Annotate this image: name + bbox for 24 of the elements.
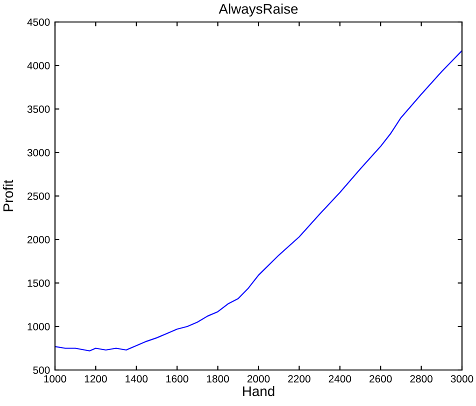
line-series [55, 50, 462, 352]
y-axis-title: Profit [2, 180, 14, 212]
y-tick-label: 3500 [27, 106, 50, 113]
y-tick-label: 4000 [27, 62, 50, 70]
y-tick-label: 500 [33, 366, 50, 374]
x-tick-label: 2600 [370, 375, 392, 383]
x-tick-label: 2400 [328, 375, 352, 383]
y-tick-label: 1000 [28, 323, 50, 330]
x-tick-label: 1000 [44, 375, 66, 383]
y-tick-label: 2000 [27, 236, 50, 244]
x-tick-label: 2800 [410, 375, 432, 383]
y-tick-label: 2500 [27, 192, 50, 200]
x-tick-label: 3000 [450, 375, 474, 383]
chart-title: AlwaysRaise [218, 4, 298, 17]
x-tick-label: 2000 [247, 375, 270, 383]
x-tick-label: 1800 [207, 375, 229, 383]
x-tick-label: 2200 [288, 375, 310, 383]
x-axis-title: Hand [243, 386, 274, 396]
x-tick-label: 1600 [166, 375, 188, 383]
x-tick-label: 1400 [126, 375, 148, 383]
x-tick-label: 1200 [84, 375, 107, 383]
y-tick-label: 3000 [27, 149, 50, 156]
y-tick-label: 4500 [27, 18, 50, 26]
y-tick-label: 1500 [28, 280, 50, 287]
